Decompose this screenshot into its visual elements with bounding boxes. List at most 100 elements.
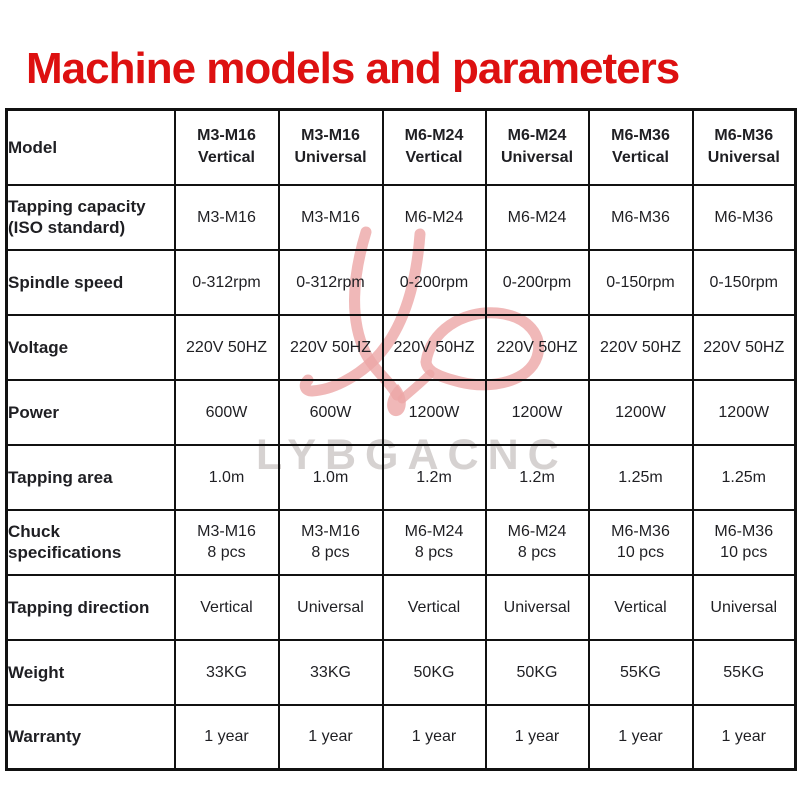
spec-cell: 220V 50HZ — [587, 313, 694, 381]
col-header-m6m24-vertical: M6-M24 Vertical — [381, 108, 487, 186]
row-label: Warranty — [5, 703, 176, 771]
col-header-line2: Universal — [294, 149, 367, 167]
spec-cell: 1.2m — [381, 443, 487, 511]
spec-cell: 0-312rpm — [173, 248, 280, 316]
spec-cell: Vertical — [173, 573, 280, 641]
spec-cell: 220V 50HZ — [277, 313, 384, 381]
table-row-tapping-capacity: Tapping capacity (ISO standard) M3-M16 M… — [5, 183, 797, 251]
col-header-line2: Vertical — [405, 149, 463, 167]
col-header-line2: Universal — [707, 149, 780, 167]
col-header-model: Model — [5, 108, 176, 186]
spec-cell: 1200W — [381, 378, 487, 446]
row-label: Power — [5, 378, 176, 446]
spec-cell-line1: M6-M36 — [714, 523, 774, 540]
spec-cell: 220V 50HZ — [484, 313, 590, 381]
spec-cell: M6-M36 — [587, 183, 694, 251]
row-label-line2: (ISO standard) — [8, 218, 126, 237]
col-header-line1: M3-M16 — [197, 127, 256, 145]
table-row-power: Power 600W 600W 1200W 1200W 1200W 1200W — [5, 378, 797, 446]
header-row: Model M3-M16 Vertical M3-M16 Universal M… — [5, 108, 797, 186]
spec-cell: 220V 50HZ — [691, 313, 797, 381]
spec-table: Model M3-M16 Vertical M3-M16 Universal M… — [5, 108, 797, 771]
row-label: Spindle speed — [5, 248, 176, 316]
spec-cell: M6-M36 — [691, 183, 797, 251]
spec-cell-line1: M6-M24 — [404, 523, 464, 540]
col-header-m6m36-vertical: M6-M36 Vertical — [587, 108, 694, 186]
spec-cell-line1: M3-M16 — [197, 523, 256, 540]
spec-cell: Vertical — [587, 573, 694, 641]
spec-cell: 1200W — [587, 378, 694, 446]
spec-cell: 1.25m — [587, 443, 694, 511]
spec-cell: M3-M16 8 pcs — [173, 508, 280, 576]
spec-cell: 1.0m — [277, 443, 384, 511]
table-row-warranty: Warranty 1 year 1 year 1 year 1 year 1 y… — [5, 703, 797, 771]
spec-cell: M6-M24 8 pcs — [484, 508, 590, 576]
spec-cell-line2: 8 pcs — [311, 544, 350, 561]
spec-cell: M6-M24 8 pcs — [381, 508, 487, 576]
row-label: Tapping area — [5, 443, 176, 511]
spec-cell: M6-M36 10 pcs — [691, 508, 797, 576]
col-header-line1: M6-M36 — [611, 127, 670, 145]
row-label-line1: Tapping capacity — [8, 197, 146, 216]
spec-cell: Universal — [484, 573, 590, 641]
spec-cell: 220V 50HZ — [173, 313, 280, 381]
spec-cell: 0-150rpm — [691, 248, 797, 316]
table-row-voltage: Voltage 220V 50HZ 220V 50HZ 220V 50HZ 22… — [5, 313, 797, 381]
spec-cell: 220V 50HZ — [381, 313, 487, 381]
spec-cell: 1200W — [691, 378, 797, 446]
table-row-tapping-area: Tapping area 1.0m 1.0m 1.2m 1.2m 1.25m 1… — [5, 443, 797, 511]
spec-cell: 1.25m — [691, 443, 797, 511]
col-header-m6m36-universal: M6-M36 Universal — [691, 108, 797, 186]
spec-cell: M3-M16 — [173, 183, 280, 251]
table-row-weight: Weight 33KG 33KG 50KG 50KG 55KG 55KG — [5, 638, 797, 706]
spec-cell: 0-150rpm — [587, 248, 694, 316]
spec-cell-line1: M6-M24 — [507, 523, 567, 540]
spec-cell: 0-200rpm — [484, 248, 590, 316]
spec-cell: 0-312rpm — [277, 248, 384, 316]
spec-cell: 33KG — [173, 638, 280, 706]
spec-cell: Universal — [691, 573, 797, 641]
table-row-spindle-speed: Spindle speed 0-312rpm 0-312rpm 0-200rpm… — [5, 248, 797, 316]
spec-cell: 1 year — [173, 703, 280, 771]
col-header-line1: M6-M36 — [714, 127, 774, 145]
spec-cell: 55KG — [691, 638, 797, 706]
row-label: Chuck specifications — [5, 508, 176, 576]
spec-cell-line1: M6-M36 — [611, 523, 670, 540]
spec-cell: M3-M16 8 pcs — [277, 508, 384, 576]
table-row-chuck-specifications: Chuck specifications M3-M16 8 pcs M3-M16… — [5, 508, 797, 576]
spec-cell-line2: 10 pcs — [720, 544, 768, 561]
spec-cell: M6-M24 — [381, 183, 487, 251]
spec-cell: 33KG — [277, 638, 384, 706]
row-label: Tapping direction — [5, 573, 176, 641]
spec-cell: M6-M36 10 pcs — [587, 508, 694, 576]
spec-cell: 1 year — [381, 703, 487, 771]
spec-cell: 55KG — [587, 638, 694, 706]
spec-cell: 0-200rpm — [381, 248, 487, 316]
col-header-m3m16-universal: M3-M16 Universal — [277, 108, 384, 186]
row-label: Voltage — [5, 313, 176, 381]
spec-cell-line2: 8 pcs — [517, 544, 557, 561]
spec-cell: 1.0m — [173, 443, 280, 511]
spec-cell-line2: 10 pcs — [616, 544, 665, 561]
spec-cell: 600W — [173, 378, 280, 446]
spec-cell: 50KG — [381, 638, 487, 706]
spec-cell: 1 year — [691, 703, 797, 771]
col-header-m3m16-vertical: M3-M16 Vertical — [173, 108, 280, 186]
spec-cell-line2: 8 pcs — [207, 544, 246, 561]
col-header-line1: M6-M24 — [507, 127, 567, 145]
spec-cell: M6-M24 — [484, 183, 590, 251]
col-header-line2: Vertical — [612, 149, 669, 167]
spec-cell-line1: M3-M16 — [301, 523, 360, 540]
page-title: Machine models and parameters — [26, 44, 680, 93]
col-header-line1: M6-M24 — [404, 127, 464, 145]
row-label: Tapping capacity (ISO standard) — [5, 183, 176, 251]
table-row-tapping-direction: Tapping direction Vertical Universal Ver… — [5, 573, 797, 641]
spec-cell: 50KG — [484, 638, 590, 706]
spec-cell: 1 year — [587, 703, 694, 771]
spec-cell: 1.2m — [484, 443, 590, 511]
spec-cell-line2: 8 pcs — [414, 544, 454, 561]
spec-cell: 1 year — [277, 703, 384, 771]
spec-cell: Universal — [277, 573, 384, 641]
row-label: Weight — [5, 638, 176, 706]
col-header-m6m24-universal: M6-M24 Universal — [484, 108, 590, 186]
